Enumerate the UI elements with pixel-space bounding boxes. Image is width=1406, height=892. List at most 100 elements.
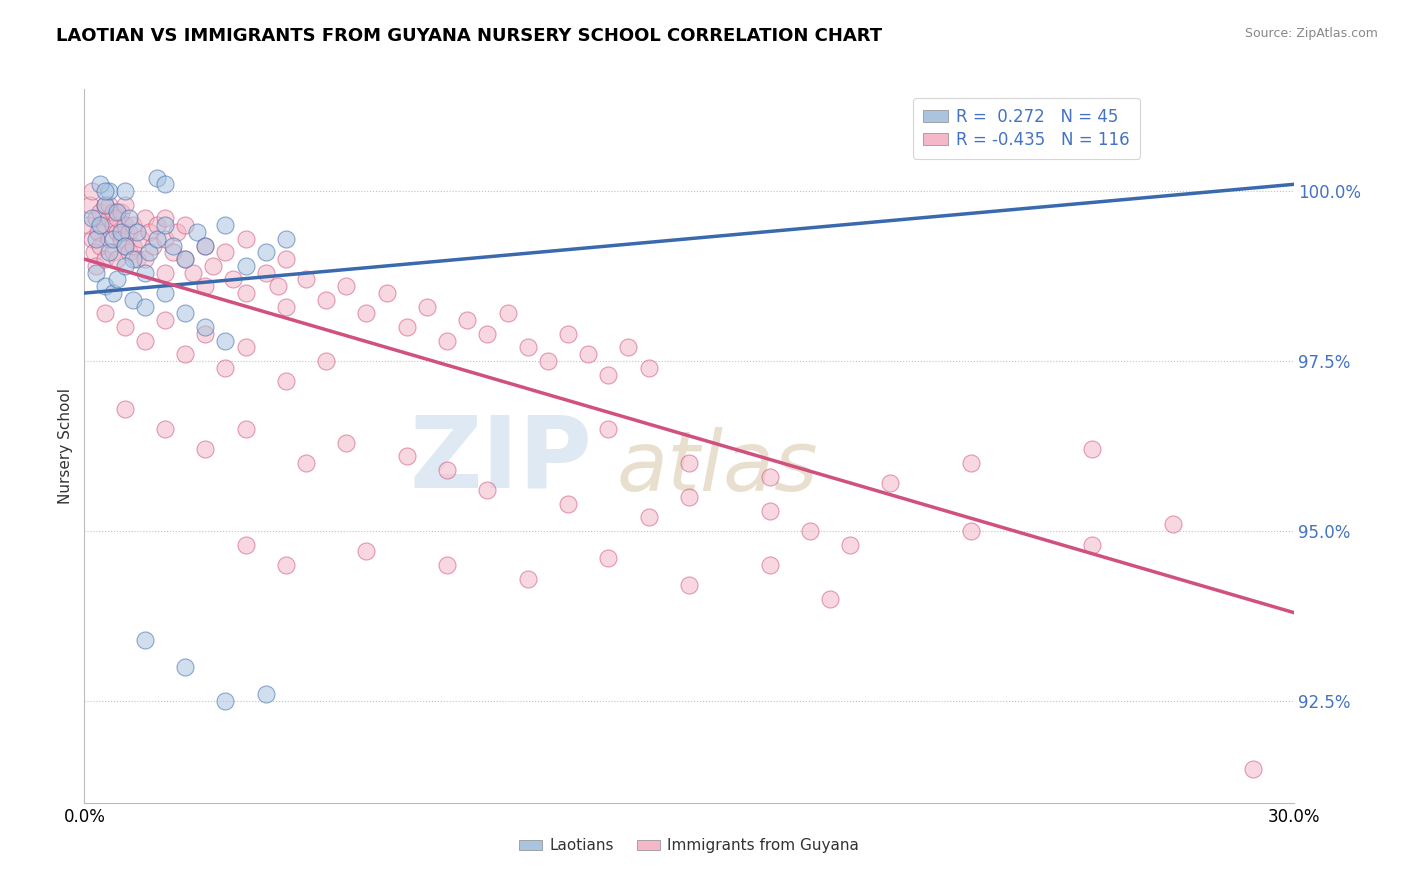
Point — [174, 660, 197, 674]
Point — [879, 476, 901, 491]
Point — [105, 272, 128, 286]
Point — [214, 245, 236, 260]
Point — [114, 184, 136, 198]
Point — [758, 503, 780, 517]
Point — [214, 360, 236, 375]
Point — [97, 211, 120, 226]
Point — [235, 286, 257, 301]
Point — [114, 198, 136, 212]
Point — [121, 252, 143, 266]
Point — [818, 591, 841, 606]
Point — [105, 225, 128, 239]
Point — [110, 225, 132, 239]
Point — [134, 211, 156, 226]
Point — [153, 313, 176, 327]
Point — [101, 232, 124, 246]
Point — [274, 375, 297, 389]
Point — [153, 286, 176, 301]
Point — [174, 252, 197, 266]
Point — [82, 211, 104, 226]
Point — [121, 218, 143, 232]
Point — [214, 218, 236, 232]
Point — [118, 211, 141, 226]
Point — [617, 341, 640, 355]
Point — [194, 238, 217, 252]
Point — [89, 238, 111, 252]
Point — [93, 306, 115, 320]
Point — [637, 510, 659, 524]
Point — [456, 313, 478, 327]
Point — [758, 558, 780, 572]
Point — [101, 286, 124, 301]
Point — [101, 204, 124, 219]
Point — [138, 245, 160, 260]
Point — [235, 537, 257, 551]
Point — [557, 326, 579, 341]
Text: atlas: atlas — [616, 427, 818, 508]
Point — [118, 225, 141, 239]
Point — [194, 320, 217, 334]
Point — [315, 293, 337, 307]
Point — [114, 238, 136, 252]
Point — [162, 245, 184, 260]
Point — [86, 232, 108, 246]
Point — [356, 306, 378, 320]
Point — [153, 178, 176, 192]
Point — [153, 232, 176, 246]
Point — [138, 225, 160, 239]
Point — [153, 211, 176, 226]
Point — [129, 232, 152, 246]
Point — [274, 232, 297, 246]
Y-axis label: Nursery School: Nursery School — [58, 388, 73, 504]
Point — [356, 544, 378, 558]
Point — [114, 238, 136, 252]
Point — [134, 632, 156, 647]
Point — [186, 225, 208, 239]
Point — [235, 341, 257, 355]
Point — [516, 572, 538, 586]
Point — [1241, 762, 1264, 776]
Point — [146, 232, 169, 246]
Point — [86, 259, 108, 273]
Point — [82, 184, 104, 198]
Point — [254, 245, 277, 260]
Point — [146, 170, 169, 185]
Point — [395, 449, 418, 463]
Point — [1081, 537, 1104, 551]
Point — [436, 334, 458, 348]
Point — [678, 578, 700, 592]
Point — [97, 184, 120, 198]
Point — [174, 306, 197, 320]
Point — [153, 218, 176, 232]
Point — [799, 524, 821, 538]
Point — [678, 490, 700, 504]
Point — [335, 435, 357, 450]
Point — [267, 279, 290, 293]
Point — [174, 252, 197, 266]
Point — [105, 204, 128, 219]
Point — [105, 211, 128, 226]
Point — [295, 456, 318, 470]
Point — [274, 300, 297, 314]
Point — [125, 225, 148, 239]
Point — [194, 326, 217, 341]
Point — [110, 204, 132, 219]
Point — [235, 232, 257, 246]
Point — [86, 211, 108, 226]
Text: Source: ZipAtlas.com: Source: ZipAtlas.com — [1244, 27, 1378, 40]
Point — [83, 245, 105, 260]
Point — [114, 218, 136, 232]
Point — [477, 326, 499, 341]
Point — [235, 422, 257, 436]
Text: ZIP: ZIP — [409, 412, 592, 508]
Point — [235, 259, 257, 273]
Point — [576, 347, 599, 361]
Point — [254, 687, 277, 701]
Point — [202, 259, 225, 273]
Point — [82, 232, 104, 246]
Point — [118, 245, 141, 260]
Point — [1081, 442, 1104, 457]
Point — [214, 694, 236, 708]
Point — [436, 463, 458, 477]
Point — [214, 334, 236, 348]
